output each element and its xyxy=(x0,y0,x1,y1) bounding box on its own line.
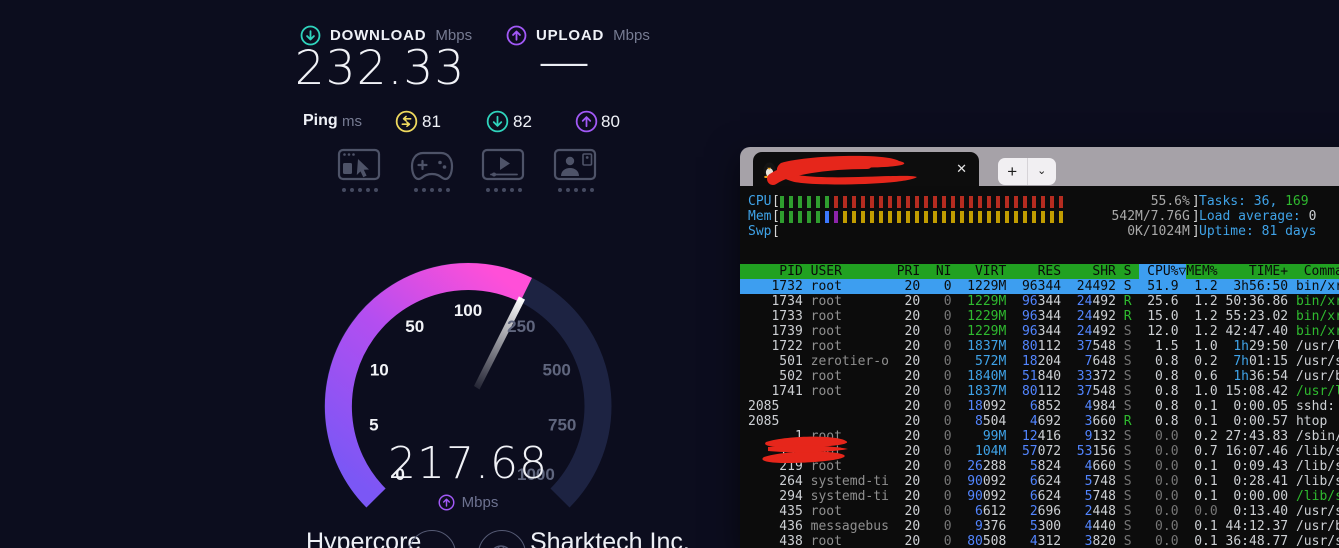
process-row[interactable]: 1722 root 20 0 1837M 80112 37548 S 1.5 1… xyxy=(748,339,1339,354)
gauge-scale-label: 750 xyxy=(548,416,576,435)
download-header: DOWNLOAD Mbps xyxy=(300,25,472,46)
meter-swp: Swp[0K/1024M] xyxy=(748,224,1200,239)
htop-load-average: Load average: 0 xyxy=(1199,209,1317,224)
download-label: DOWNLOAD xyxy=(330,27,427,44)
gauge-current-value: 217.68 xyxy=(388,438,548,489)
ping-download-value: 82 xyxy=(513,112,532,131)
tab-close-icon[interactable]: ✕ xyxy=(956,161,967,176)
process-row[interactable]: 2085 20 0 8504 4692 3660 R 0.8 0.1 0:00.… xyxy=(748,414,1328,429)
gauge-scale-label: 5 xyxy=(369,416,378,435)
tab-dropdown-button[interactable]: ⌄ xyxy=(1037,165,1047,177)
streaming-rating-dots xyxy=(481,188,527,192)
browsing-rating-dots xyxy=(337,188,383,192)
ping-unit: ms xyxy=(342,113,362,130)
ping-upload-icon xyxy=(575,110,598,133)
gauge-scale-labels: 0 5 10 50 100 250 500 750 1000 xyxy=(369,301,576,484)
upload-value-placeholder: — xyxy=(538,32,590,92)
gauge-scale-label: 50 xyxy=(405,317,424,336)
gauge-scale-label: 1000 xyxy=(517,465,555,484)
process-row[interactable]: 294 systemd-ti 20 0 90092 6624 5748 S 0.… xyxy=(748,489,1339,504)
process-row[interactable]: 2085 20 0 18092 6852 4984 S 0.8 0.1 0:00… xyxy=(748,399,1336,414)
ping-label: Ping xyxy=(303,112,338,129)
upload-header: UPLOAD Mbps xyxy=(506,25,650,46)
tux-penguin-icon xyxy=(763,162,776,178)
ping-download-icon xyxy=(486,110,509,133)
htop-summary: CPU[55.6%] Mem[542M/7.76G] Swp[0K/1024M] T… xyxy=(740,186,1339,239)
gauge-progress-arc xyxy=(324,263,532,508)
process-row-selected[interactable]: 1732 root 20 0 1229M 96344 24492 S 51.9 … xyxy=(740,279,1339,294)
server-name[interactable]: Sharktech Inc. xyxy=(530,528,690,548)
speed-gauge: 0 5 10 50 100 250 500 750 1000 xyxy=(324,262,612,508)
gauge-scale-label: 250 xyxy=(507,317,535,336)
gauge-scale-label: 10 xyxy=(370,360,389,379)
browsing-activity-icon xyxy=(337,148,381,181)
redaction-scribble-tab xyxy=(767,155,917,185)
download-unit: Mbps xyxy=(435,27,473,44)
video-chat-activity-icon xyxy=(553,148,597,181)
download-arrow-icon xyxy=(300,25,321,46)
process-row[interactable]: 502 root 20 0 1840M 51840 33372 S 0.8 0.… xyxy=(748,369,1339,384)
gauge-scale-label: 100 xyxy=(454,301,482,320)
process-row[interactable]: 195 root 20 0 104M 57072 53156 S 0.0 0.7… xyxy=(748,444,1339,459)
download-value: 232.33 xyxy=(294,41,466,96)
process-row[interactable]: 1734 root 20 0 1229M 96344 24492 R 25.6 … xyxy=(748,294,1339,309)
htop-table-header[interactable]: PID USER PRI NI VIRT RES SHR S CPU%▽MEM%… xyxy=(740,264,1339,279)
upload-unit: Mbps xyxy=(613,27,650,44)
terminal-tab[interactable]: ✕ xyxy=(753,152,979,186)
htop-info-column: Tasks: 36, 169 Load average: 0 Uptime: 81 … xyxy=(1199,194,1316,239)
upload-arrow-icon xyxy=(506,25,527,46)
process-row[interactable]: 1741 root 20 0 1837M 80112 37548 S 0.8 1… xyxy=(748,384,1339,399)
tab-group-divider xyxy=(1026,158,1028,185)
htop-tasks: Tasks: 36, 169 xyxy=(1199,194,1309,209)
gauge-unit-label: Mbps xyxy=(461,494,499,511)
gauge-unit-row: Mbps xyxy=(398,494,538,511)
gaming-rating-dots xyxy=(409,188,455,192)
htop-uptime: Uptime: 81 days xyxy=(1199,224,1317,239)
ping-idle-icon xyxy=(395,110,418,133)
new-tab-group: + ⌄ xyxy=(998,158,1056,185)
meter-mem: Mem[542M/7.76G] xyxy=(748,209,1200,224)
provider-avatar-icon[interactable] xyxy=(408,530,456,548)
htop-meters: CPU[55.6%] Mem[542M/7.76G] Swp[0K/1024M] xyxy=(740,194,1200,239)
meter-cpu: CPU[55.6%] xyxy=(748,194,1200,209)
process-row[interactable]: 1739 root 20 0 1229M 96344 24492 S 12.0 … xyxy=(748,324,1339,339)
terminal-titlebar[interactable]: ✕ + ⌄ xyxy=(740,147,1339,186)
server-globe-icon[interactable] xyxy=(478,530,526,548)
process-row[interactable]: 435 root 20 0 6612 2696 2448 S 0.0 0.0 0… xyxy=(748,504,1339,519)
ping-upload-value: 80 xyxy=(601,112,620,131)
streaming-activity-icon xyxy=(481,148,525,181)
gauge-needle xyxy=(474,296,525,390)
gauge-scale-label: 500 xyxy=(543,360,571,379)
ping-idle-value: 81 xyxy=(422,112,441,131)
gaming-activity-icon xyxy=(410,151,454,181)
terminal-content[interactable]: CPU[55.6%] Mem[542M/7.76G] Swp[0K/1024M] T… xyxy=(740,186,1339,548)
htop-process-list: 1732 root 20 0 1229M 96344 24492 S 51.9 … xyxy=(740,279,1339,548)
process-row[interactable]: 501 zerotier-o 20 0 572M 18204 7648 S 0.… xyxy=(748,354,1339,369)
process-row[interactable]: 264 systemd-ti 20 0 90092 6624 5748 S 0.… xyxy=(748,474,1339,489)
process-row[interactable]: 1 root 20 0 99M 12416 9132 S 0.0 0.2 27:… xyxy=(748,429,1339,444)
process-row[interactable]: 436 messagebus 20 0 9376 5300 4440 S 0.0… xyxy=(748,519,1339,534)
new-tab-button[interactable]: + xyxy=(1007,162,1018,181)
process-row[interactable]: 438 root 20 0 80508 4312 3820 S 0.0 0.1 … xyxy=(748,534,1339,548)
terminal-window: ✕ + ⌄ CPU[55.6%] Mem[542M/7.76G] Swp[0K/10… xyxy=(740,147,1339,548)
video-chat-rating-dots xyxy=(553,188,599,192)
provider-name[interactable]: Hypercore xyxy=(306,528,422,548)
process-row[interactable]: 1733 root 20 0 1229M 96344 24492 R 15.0 … xyxy=(748,309,1339,324)
gauge-scale-label: 0 xyxy=(395,465,404,484)
upload-label: UPLOAD xyxy=(536,27,605,44)
process-row[interactable]: 219 root 20 0 26288 5824 4660 S 0.0 0.1 … xyxy=(748,459,1339,474)
upload-phase-icon xyxy=(438,494,455,511)
